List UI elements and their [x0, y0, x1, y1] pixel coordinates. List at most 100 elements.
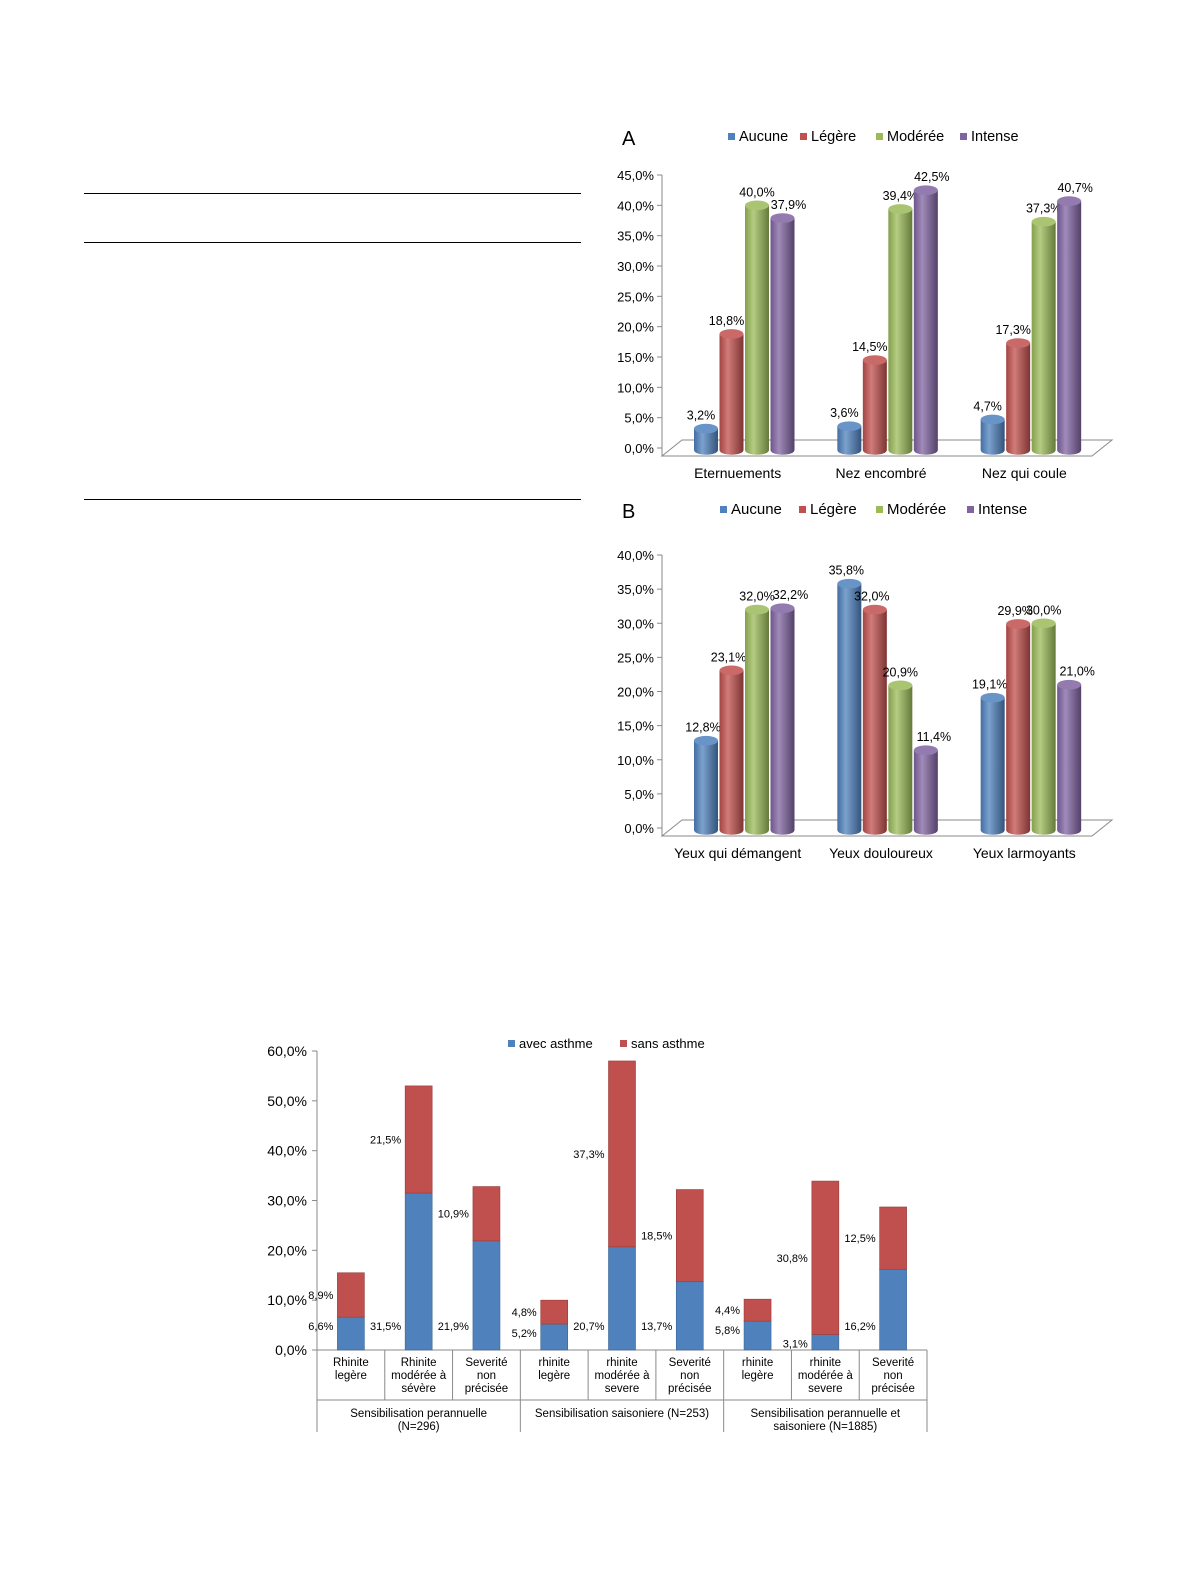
chartA-bar-1-1 [862, 355, 887, 455]
x-category-label: rhinite [606, 1357, 637, 1369]
chartA-bar-2-0-top [980, 414, 1005, 425]
x-category-label: Nez qui coule [982, 465, 1067, 481]
group-label: Sensibilisation perannuelle [350, 1408, 487, 1420]
chart-b: B Aucune Légère Modérée Intense 0,0% 5,0% 10,0%… [617, 501, 1114, 861]
x-category-label: rhinite [742, 1357, 773, 1369]
y-tick-label: 30,0% [617, 259, 654, 274]
chartA-bar-1-1-top [862, 355, 887, 365]
y-tick-label: 10,0% [617, 753, 654, 768]
chartA-bar-0-2-body [745, 205, 769, 455]
data-label: 32,0% [854, 590, 889, 604]
chartA-bar-2-2 [1031, 216, 1056, 455]
chartB-bar-0-0 [694, 735, 718, 835]
y-tick-label: 40,0% [617, 548, 654, 563]
data-label: 40,0% [739, 185, 774, 199]
x-category-label: Rhinite [401, 1357, 437, 1369]
bar-avec-asthme [540, 1323, 569, 1351]
chartB-bar-1-1-top [862, 604, 887, 615]
bar-sans-asthme [811, 1180, 840, 1335]
chartA-bar-2-0 [980, 414, 1005, 455]
chartB-bar-2-1-body [1006, 623, 1031, 835]
bar-avec-asthme [472, 1240, 501, 1351]
bar-avec-asthme [811, 1334, 840, 1351]
legend-entry: sans asthme [631, 1036, 705, 1051]
data-label: 4,7% [973, 399, 1002, 413]
x-category-label: legère [538, 1370, 570, 1382]
chartB-bar-1-3 [913, 745, 938, 835]
y-tick-label: 15,0% [617, 719, 654, 734]
chartB-bar-2-3 [1057, 679, 1082, 835]
x-category-label: rhinite [539, 1357, 570, 1369]
y-tick-label: 0,0% [275, 1342, 307, 1358]
data-label: 4,8% [512, 1307, 537, 1319]
group-label: Sensibilisation perannuelle et [751, 1408, 901, 1420]
legend-entry: Aucune [739, 129, 788, 145]
y-tick-label: 30,0% [267, 1193, 307, 1209]
chartA-bar-0-2-top [745, 200, 769, 211]
table-rule-header [84, 242, 581, 243]
bar-avec-asthme [608, 1246, 636, 1351]
x-category-label: Rhinite [333, 1357, 369, 1369]
bar-avec-asthme [337, 1316, 365, 1351]
data-label: 31,5% [370, 1321, 401, 1333]
chartB-bar-2-0-body [980, 697, 1005, 835]
chartA-bar-2-0-body [980, 419, 1005, 455]
x-category-label: severe [605, 1383, 640, 1395]
y-tick-label: 25,0% [617, 650, 654, 665]
data-label: 16,2% [844, 1321, 875, 1333]
chartB-bar-1-2-body [888, 685, 913, 835]
chartA-bar-0-0 [694, 423, 718, 455]
bar-sans-asthme [608, 1060, 636, 1248]
chartA-bar-2-3-body [1057, 201, 1082, 455]
chartB-bar-0-2-body [745, 609, 769, 835]
legend-entry: avec asthme [519, 1036, 593, 1051]
chart-c: avec asthme sans asthme 0,0% 10,0% 20,0% 30,0… [267, 1036, 928, 1433]
x-category-label: sévère [401, 1383, 436, 1395]
bar-sans-asthme [743, 1298, 772, 1322]
chartA-bar-0-0-body [694, 428, 718, 455]
y-tick-label: 20,0% [617, 685, 654, 700]
bar-sans-asthme [540, 1299, 569, 1325]
data-label: 20,7% [573, 1321, 604, 1333]
group-label: saisoniere (N=1885) [773, 1421, 877, 1433]
chartB-bar-2-1-top [1006, 619, 1031, 629]
data-label: 21,9% [438, 1321, 469, 1333]
data-label: 14,5% [852, 340, 887, 354]
data-label: 6,6% [308, 1321, 333, 1333]
x-category-label: modérée à [798, 1370, 854, 1382]
chartA-bar-2-1-top [1006, 338, 1031, 348]
data-label: 40,7% [1057, 181, 1092, 195]
data-label: 23,1% [711, 650, 746, 664]
chartA-bar-1-3-top [913, 185, 938, 195]
table-rule-bottom [84, 499, 581, 500]
chartB-bar-2-2 [1031, 618, 1056, 835]
bar-sans-asthme [337, 1272, 365, 1318]
panel-label: B [622, 501, 635, 523]
data-label: 29,9% [997, 604, 1032, 618]
bar-sans-asthme [404, 1085, 433, 1194]
chartB-bar-1-0 [837, 578, 862, 835]
table-rule-top [84, 193, 581, 194]
data-label: 39,4% [883, 189, 918, 203]
chartB-bar-0-3 [770, 603, 795, 835]
chartB-bar-2-1 [1006, 619, 1031, 835]
chartA-bar-1-2 [888, 204, 913, 455]
chartB-bar-2-2-body [1031, 623, 1056, 835]
chartA-bar-0-3-body [770, 218, 795, 455]
data-label: 3,2% [687, 409, 716, 423]
chartB-bar-0-3-body [770, 608, 795, 835]
chartB-bar-0-0-body [694, 740, 718, 835]
y-tick-label: 35,0% [617, 229, 654, 244]
legend-swatch [800, 133, 807, 140]
legend-entry: Modérée [887, 501, 946, 518]
bar-avec-asthme [879, 1268, 907, 1351]
chartB-bar-0-0-top [694, 735, 718, 746]
legend-swatch [960, 133, 967, 140]
legend-entry: Intense [971, 129, 1019, 145]
x-category-label: précisée [465, 1383, 508, 1395]
chartB-bar-1-2 [888, 680, 913, 835]
bar-avec-asthme [743, 1320, 772, 1351]
data-label: 5,2% [512, 1328, 537, 1340]
y-tick-label: 0,0% [624, 441, 654, 456]
data-label: 13,7% [641, 1321, 672, 1333]
